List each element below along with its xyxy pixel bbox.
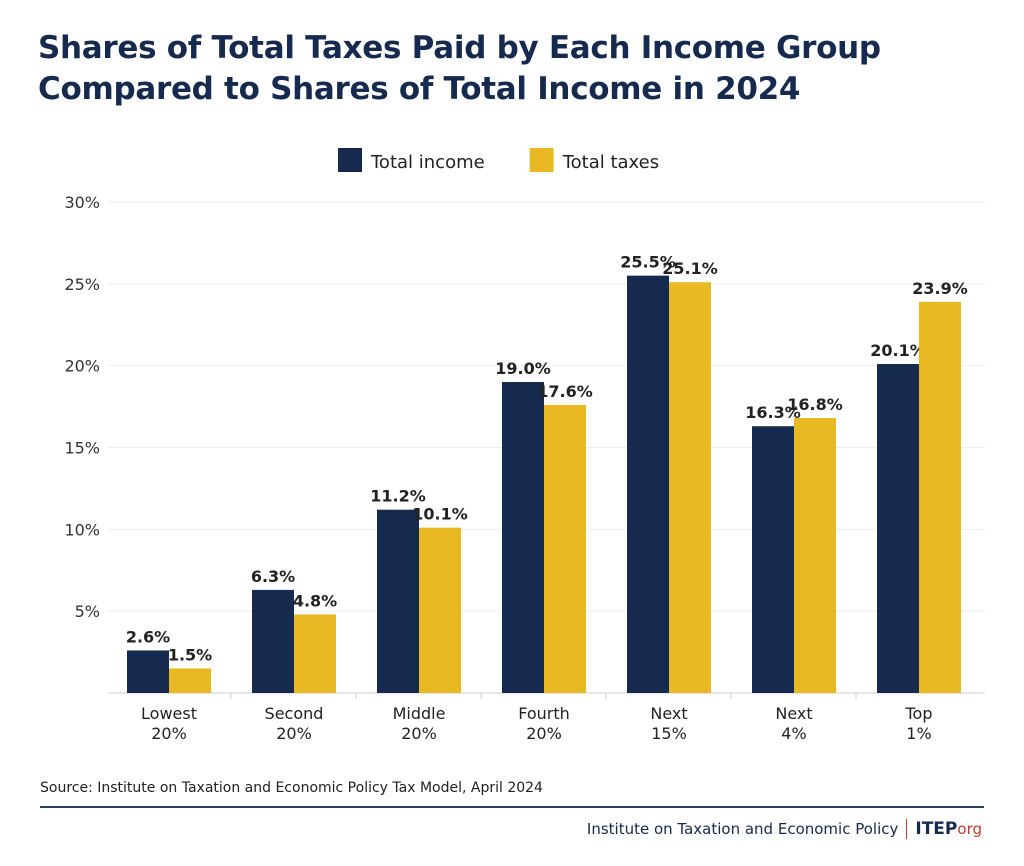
data-label: 10.1% — [412, 505, 468, 524]
y-tick-label: 15% — [64, 439, 100, 458]
bar — [419, 527, 461, 693]
bar-chart: 5% 10% 15% 20% 25% 30% Total income Total taxes… — [64, 148, 985, 743]
bar — [294, 614, 336, 693]
bar — [169, 668, 211, 693]
data-label: 16.3% — [745, 403, 801, 422]
bar — [627, 275, 669, 693]
x-tick-label: Next — [775, 704, 812, 723]
data-label: 25.5% — [620, 253, 676, 272]
footer: Institute on Taxation and Economic Polic… — [587, 819, 982, 839]
source-note: Source: Institute on Taxation and Econom… — [40, 780, 543, 796]
y-tick-label: 10% — [64, 520, 100, 539]
footer-separator — [906, 819, 908, 839]
x-tick-label: 4% — [781, 724, 806, 743]
bar — [919, 301, 961, 693]
y-tick-label: 20% — [64, 357, 100, 376]
x-tick-label: Top — [905, 704, 933, 723]
x-tick-label: 15% — [651, 724, 687, 743]
itep-logo[interactable]: ITEPorg — [915, 819, 982, 839]
bar — [752, 426, 794, 693]
data-label: 23.9% — [912, 279, 968, 298]
x-tick-label: Second — [265, 704, 324, 723]
data-label: 16.8% — [787, 395, 843, 414]
legend-label: Total income — [370, 152, 485, 173]
x-tick-label: Middle — [393, 704, 446, 723]
legend-swatch — [338, 148, 362, 172]
y-tick-label: 25% — [64, 275, 100, 294]
data-label: 11.2% — [370, 487, 426, 506]
data-label: 2.6% — [126, 627, 170, 646]
x-tick-label: Next — [650, 704, 687, 723]
bar — [794, 418, 836, 693]
bar — [669, 282, 711, 693]
bar — [127, 650, 169, 693]
footer-divider — [40, 806, 984, 808]
bar — [502, 382, 544, 693]
x-tick-label: 1% — [906, 724, 931, 743]
data-label: 19.0% — [495, 359, 551, 378]
data-label: 6.3% — [251, 567, 295, 586]
chart-title: Shares of Total Taxes Paid by Each Incom… — [38, 30, 881, 107]
data-label: 20.1% — [870, 341, 926, 360]
bar — [252, 589, 294, 693]
x-tick-label: Fourth — [518, 704, 570, 723]
footer-org: Institute on Taxation and Economic Polic… — [586, 820, 899, 838]
x-tick-label: 20% — [401, 724, 437, 743]
bar — [544, 404, 586, 693]
data-label: 17.6% — [537, 382, 593, 401]
y-tick-label: 30% — [64, 193, 100, 212]
legend-label: Total taxes — [562, 152, 659, 173]
data-label: 1.5% — [168, 645, 212, 664]
y-tick-label: 5% — [75, 602, 100, 621]
x-tick-label: Lowest — [141, 704, 197, 723]
x-tick-label: 20% — [276, 724, 312, 743]
bar — [377, 509, 419, 693]
x-tick-label: 20% — [151, 724, 187, 743]
legend-swatch — [529, 148, 554, 172]
data-label: 25.1% — [662, 259, 718, 278]
bar — [877, 364, 919, 693]
x-tick-label: 20% — [526, 724, 562, 743]
data-label: 4.8% — [293, 591, 337, 610]
